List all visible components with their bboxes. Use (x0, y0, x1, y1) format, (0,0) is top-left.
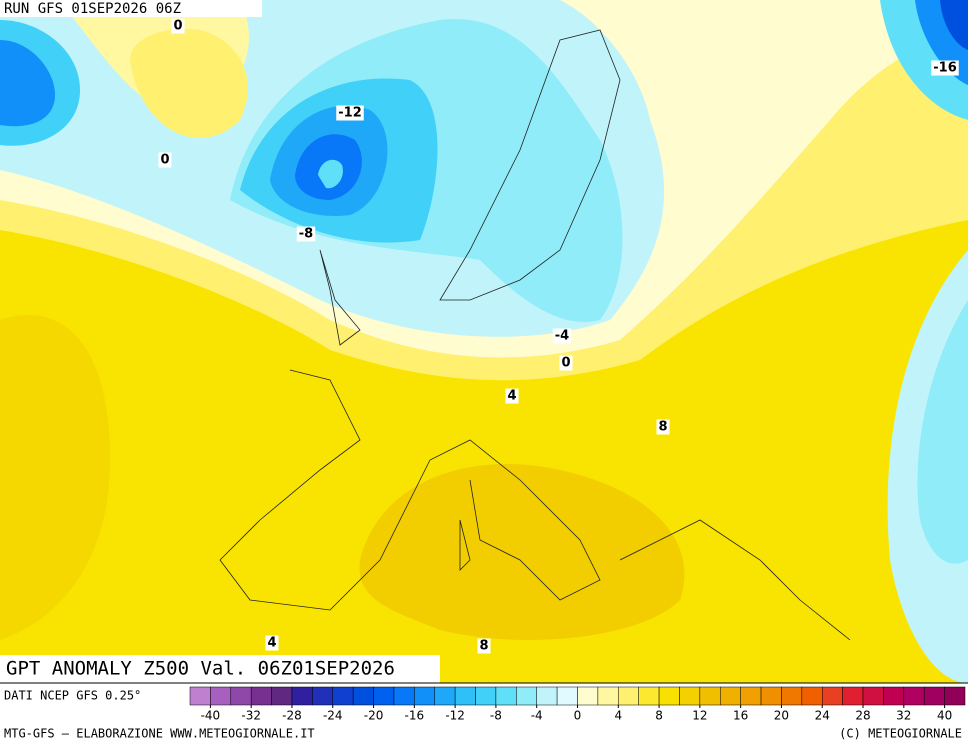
colorbar-tick-label: 0 (574, 709, 582, 723)
contour-label: 8 (479, 639, 488, 654)
colorbar-tick-label: 16 (733, 709, 748, 723)
colorbar-tick-label: 40 (937, 709, 952, 723)
contour-label: 8 (658, 420, 667, 435)
colorbar-swatch (923, 686, 945, 706)
colorbar-swatch (883, 686, 905, 706)
colorbar-swatch (720, 686, 741, 706)
contour-label: 4 (267, 636, 276, 651)
colorbar-swatch (291, 686, 313, 706)
colorbar-swatch (638, 686, 660, 706)
colorbar-swatch (679, 686, 701, 706)
contour-label-bg (477, 638, 491, 654)
colorbar: -40 -32 -28 -24 -20 -16 -12 -8 -4 0 4 8 12 16 20 24 28 32… (189, 686, 966, 723)
contour-label: 0 (561, 356, 570, 371)
colorbar-swatch (475, 686, 497, 706)
colorbar-swatch (352, 686, 374, 706)
map-title: GPT ANOMALY Z500 Val. 06Z01SEP2026 (6, 658, 395, 680)
contour-label: 0 (173, 19, 182, 34)
contour-label-bg (931, 60, 959, 76)
colorbar-swatch (189, 686, 211, 706)
contour-label-bg (656, 419, 670, 435)
colorbar-swatch (516, 686, 537, 706)
colorbar-swatch (210, 686, 232, 706)
colorbar-swatch (597, 686, 619, 706)
colorbar-tick-label: 8 (655, 709, 663, 723)
run-box (0, 0, 262, 17)
colorbar-swatch (842, 686, 864, 706)
colorbar-swatch (414, 686, 435, 706)
contour-label-bg (296, 226, 316, 242)
colorbar-tick-label: -12 (445, 709, 465, 723)
colorbar-swatch (373, 686, 395, 706)
colorbar-swatch (862, 686, 884, 706)
colorbar-tick-label: -4 (531, 709, 543, 723)
colorbar-tick-label: 4 (614, 709, 622, 723)
colorbar-swatch (658, 686, 680, 706)
contour-label-bg (265, 635, 279, 651)
contour-label: -16 (933, 61, 957, 76)
colorbar-tick-label: -8 (490, 709, 502, 723)
colorbar-tick-label: 12 (692, 709, 707, 723)
colorbar-tick-label: -40 (201, 709, 221, 723)
colorbar-swatch (903, 686, 925, 706)
contour-label-bg (559, 355, 573, 371)
contour-label-bg (171, 18, 185, 34)
colorbar-swatch (618, 686, 639, 706)
colorbar-swatch (434, 686, 456, 706)
colorbar-swatch (577, 686, 599, 706)
contour-label-bg (505, 388, 519, 404)
credit-label: MTG-GFS — ELABORAZIONE WWW.METEOGIORNALE… (4, 727, 315, 741)
colorbar-swatch (230, 686, 252, 706)
colorbar-tick-label: 20 (774, 709, 789, 723)
contour-label: 4 (507, 389, 516, 404)
map-fill (0, 0, 968, 683)
colorbar-tick-label: -24 (323, 709, 343, 723)
run-label: RUN GFS 01SEP2026 06Z (4, 1, 181, 17)
colorbar-tick-label: -32 (241, 709, 261, 723)
contour-label: -8 (299, 227, 313, 242)
contour-labels: 0 0 -12 -8 -16 -4 0 4 8 4 8 (158, 18, 959, 654)
colorbar-swatch (495, 686, 517, 706)
colorbar-tick-label: -20 (364, 709, 384, 723)
colorbar-swatch (740, 686, 762, 706)
colorbar-swatch (332, 686, 354, 706)
colorbar-tick-label: 32 (896, 709, 911, 723)
colorbar-swatch (821, 686, 843, 706)
contour-label-bg (158, 152, 172, 168)
colorbar-swatch (944, 686, 966, 706)
colorbar-swatch (536, 686, 558, 706)
colorbar-swatch (699, 686, 721, 706)
colorbar-tick-label: 28 (855, 709, 870, 723)
colorbar-swatch (556, 686, 578, 706)
colorbar-swatch (760, 686, 782, 706)
colorbar-swatch (801, 686, 823, 706)
colorbar-swatch (781, 686, 803, 706)
colorbar-tick-label: -16 (405, 709, 425, 723)
source-label: DATI NCEP GFS 0.25° (4, 689, 141, 703)
colorbar-tick-label: -28 (282, 709, 302, 723)
colorbar-swatch (454, 686, 476, 706)
colorbar-swatch (271, 686, 293, 706)
contour-label: -4 (555, 329, 569, 344)
copyright-label: (C) METEOGIORNALE (839, 727, 962, 741)
colorbar-swatch (393, 686, 415, 706)
contour-label: 0 (160, 153, 169, 168)
contour-label-bg (336, 105, 364, 121)
contour-label: -12 (338, 106, 362, 121)
colorbar-swatch (250, 686, 272, 706)
colorbar-tick-label: 24 (815, 709, 830, 723)
title-box (0, 655, 440, 683)
contour-label-bg (552, 328, 572, 344)
colorbar-swatch (312, 686, 334, 706)
